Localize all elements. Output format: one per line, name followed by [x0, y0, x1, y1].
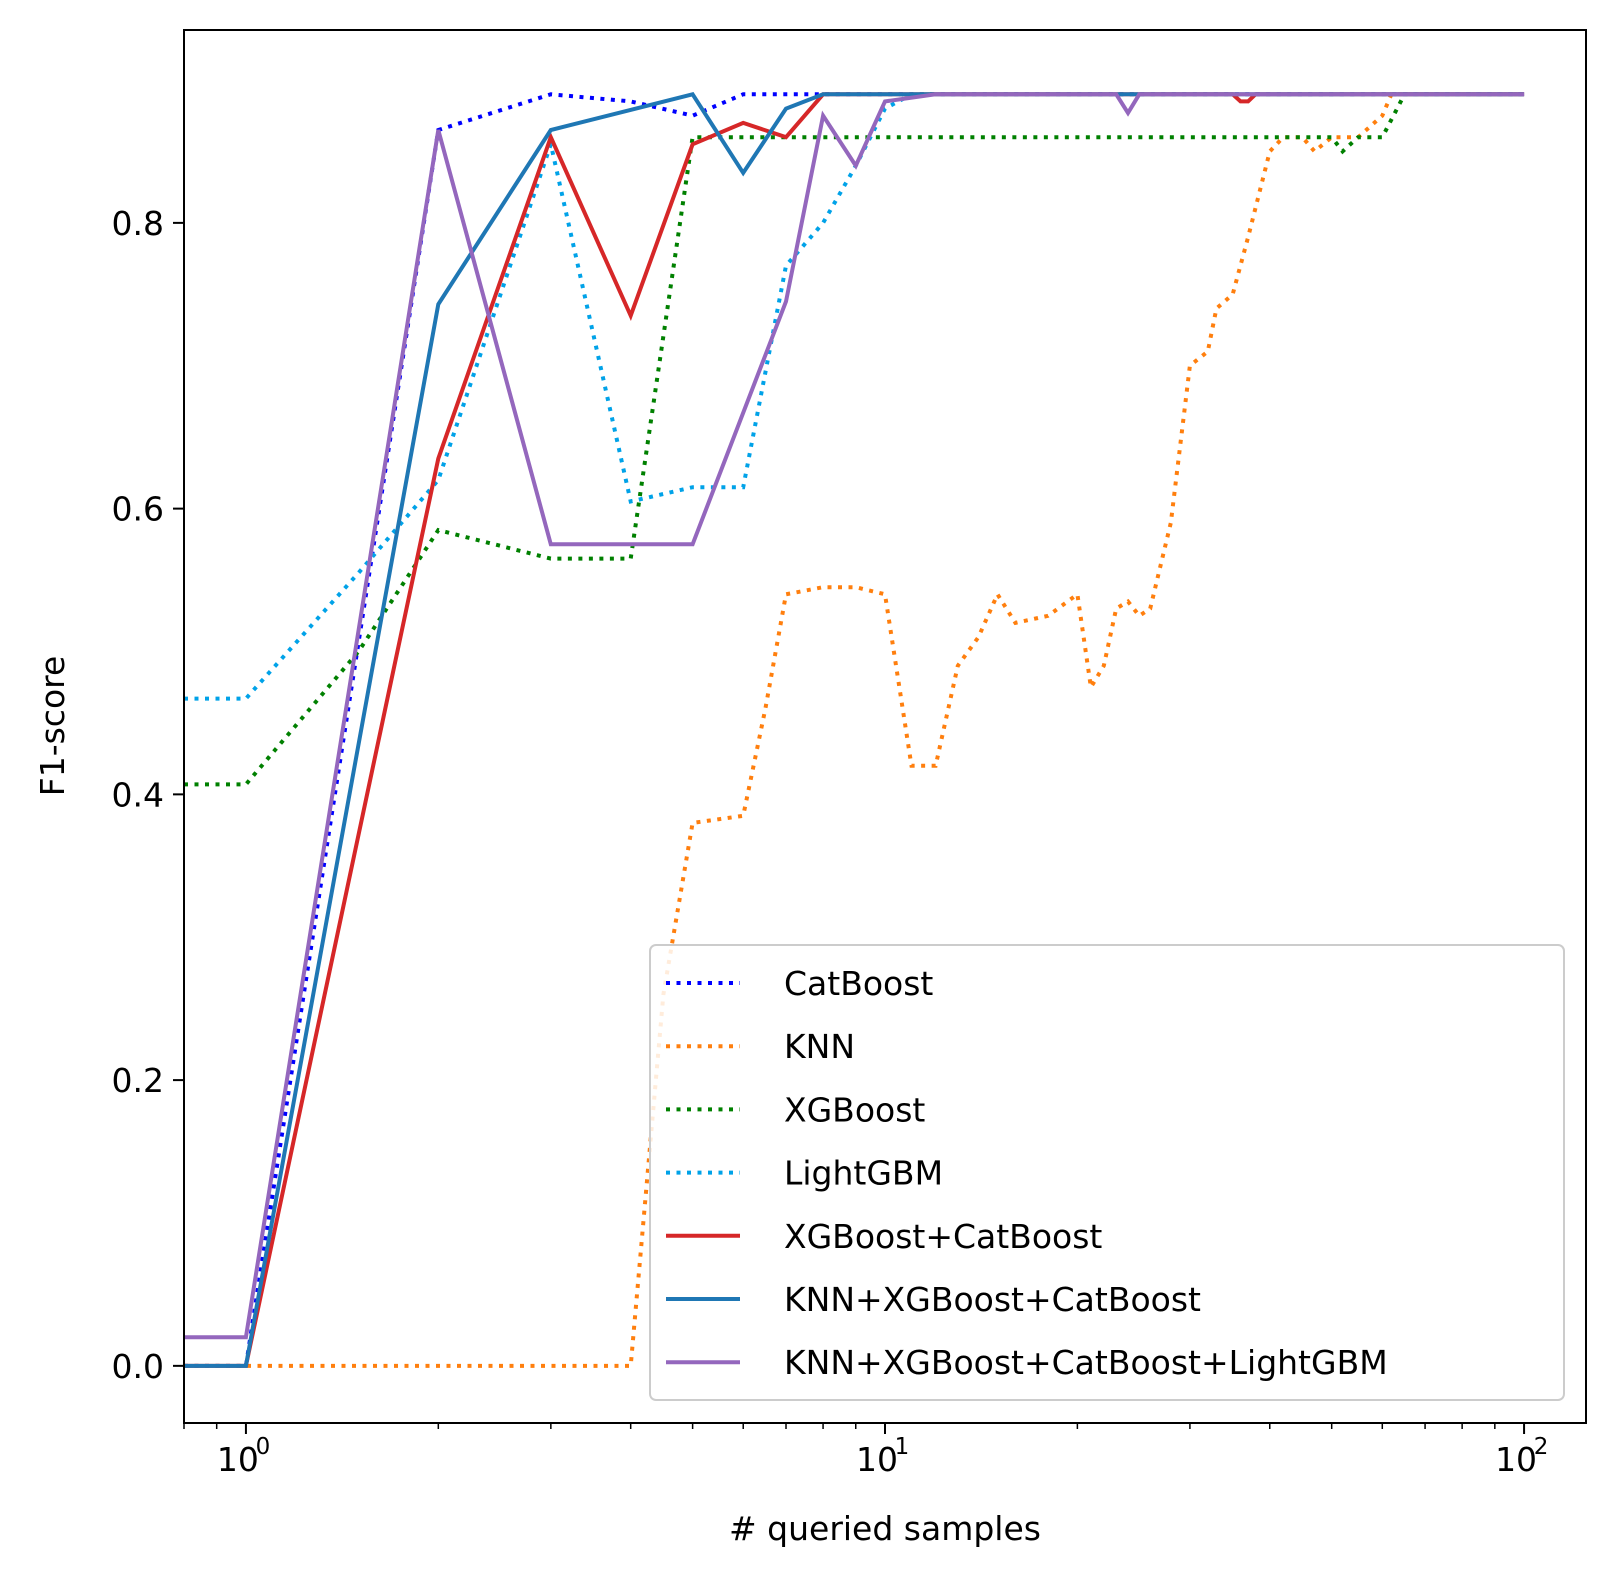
y-tick-label: 0.4 [112, 775, 164, 814]
legend-box [649, 944, 1565, 1401]
y-tick-label: 0.6 [112, 490, 164, 529]
x-axis: 100 101 102 [183, 1423, 1549, 1479]
x-tick-exponent: 0 [256, 1434, 271, 1460]
series-line-6 [184, 92, 1525, 1368]
x-tick-label: 10 [856, 1440, 898, 1479]
x-tick-exponent: 1 [895, 1434, 910, 1460]
y-axis: 0.0 0.2 0.4 0.6 0.8 [112, 204, 184, 1386]
y-axis-label: F1-score [33, 656, 72, 797]
y-tick-label: 0.0 [112, 1347, 164, 1386]
legend-label: KNN [784, 1027, 855, 1066]
legend-label: KNN+XGBoost+CatBoost+LightGBM [784, 1343, 1388, 1382]
x-tick-label: 10 [1495, 1440, 1537, 1479]
legend-label: CatBoost [784, 964, 933, 1003]
x-axis-label: # queried samples [729, 1509, 1041, 1548]
y-tick-label: 0.2 [112, 1061, 164, 1100]
legend-label: XGBoost+CatBoost [784, 1217, 1102, 1256]
y-tick-label: 0.8 [112, 204, 164, 243]
legend: CatBoost KNN XGBoost LightGBM XGBoost+CatBoo… [649, 944, 1565, 1401]
legend-label: XGBoost [784, 1090, 925, 1129]
x-tick-exponent: 2 [1534, 1434, 1549, 1460]
series-layer [184, 92, 1525, 1368]
series-line-3 [184, 92, 1525, 787]
series-line-5 [184, 92, 1525, 1368]
series-line-4 [184, 92, 1525, 701]
x-tick-label: 10 [217, 1440, 259, 1479]
legend-label: KNN+XGBoost+CatBoost [784, 1280, 1201, 1319]
legend-label: LightGBM [784, 1154, 943, 1193]
series-line-7 [184, 92, 1525, 1340]
